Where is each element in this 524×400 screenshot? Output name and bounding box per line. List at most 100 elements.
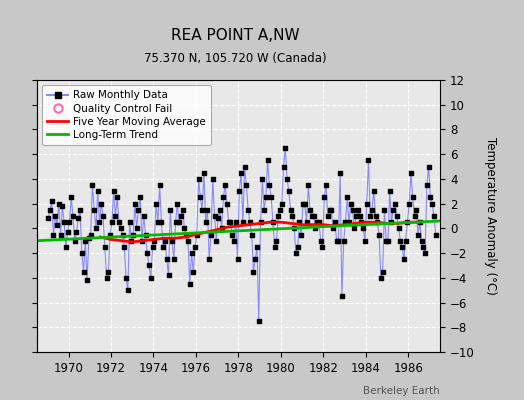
Point [156,182,164,188]
Point [133,225,141,232]
Point [152,200,160,207]
Point [127,238,136,244]
Point [232,219,240,225]
Point [224,219,233,225]
Point [101,244,109,250]
Point [198,207,206,213]
Point [264,157,272,164]
Point [124,287,132,293]
Point [138,238,146,244]
Point [424,163,433,170]
Point [306,207,314,213]
Point [168,238,176,244]
Point [65,219,73,225]
Point [304,182,312,188]
Point [58,203,67,209]
Point [296,219,304,225]
Point [375,231,383,238]
Point [108,219,116,225]
Point [244,207,253,213]
Point [265,182,274,188]
Point [369,188,378,194]
Point [332,238,341,244]
Point [430,213,438,219]
Point [419,244,428,250]
Point [161,238,169,244]
Point [196,194,204,201]
Point [377,275,385,281]
Point [219,194,227,201]
Point [238,219,247,225]
Point [432,231,440,238]
Point [185,281,194,287]
Point [297,231,305,238]
Point [373,219,381,225]
Point [340,238,348,244]
Point [223,200,231,207]
Point [120,244,128,250]
Point [287,207,295,213]
Point [200,170,208,176]
Point [357,219,366,225]
Point [212,238,221,244]
Point [180,225,189,232]
Point [407,170,415,176]
Point [400,256,408,262]
Point [130,200,139,207]
Point [217,225,226,232]
Point [44,215,52,222]
Point [171,219,180,225]
Point [359,225,367,232]
Point [255,318,263,324]
Point [256,219,265,225]
Point [302,219,311,225]
Point [241,163,249,170]
Point [267,194,275,201]
Point [378,268,387,275]
Point [386,188,394,194]
Point [173,200,181,207]
Point [355,213,364,219]
Point [324,213,332,219]
Point [116,225,125,232]
Point [165,272,173,278]
Point [372,213,380,219]
Legend: Raw Monthly Data, Quality Control Fail, Five Year Moving Average, Long-Term Tren: Raw Monthly Data, Quality Control Fail, … [42,85,211,145]
Point [83,277,91,284]
Point [414,231,422,238]
Point [318,244,326,250]
Point [177,213,185,219]
Point [336,170,344,176]
Point [392,213,401,219]
Point [175,219,183,225]
Point [191,244,199,250]
Point [310,213,318,219]
Point [162,256,171,262]
Point [111,213,119,219]
Point [125,219,134,225]
Point [401,238,410,244]
Point [99,213,107,219]
Point [403,219,412,225]
Point [230,238,238,244]
Point [409,194,417,201]
Point [221,182,230,188]
Point [363,200,371,207]
Point [428,200,436,207]
Point [251,256,259,262]
Point [170,256,178,262]
Point [79,268,88,275]
Point [418,238,426,244]
Point [391,200,399,207]
Point [67,194,75,201]
Point [86,231,95,238]
Point [368,207,376,213]
Text: Berkeley Earth: Berkeley Earth [364,386,440,396]
Point [81,238,90,244]
Point [122,275,130,281]
Point [216,207,224,213]
Point [283,176,291,182]
Point [288,213,297,219]
Point [145,262,153,269]
Point [338,293,346,300]
